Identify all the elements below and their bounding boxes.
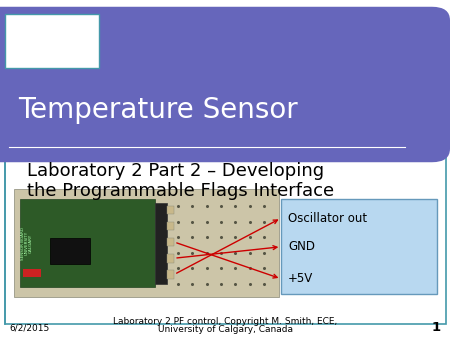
Bar: [22, 269, 40, 277]
Text: the Programmable Flags Interface: the Programmable Flags Interface: [27, 182, 334, 200]
Text: 6/2/2015: 6/2/2015: [9, 323, 49, 332]
Text: +5V: +5V: [288, 272, 313, 285]
Text: Temperature Sensor: Temperature Sensor: [18, 96, 298, 124]
FancyBboxPatch shape: [0, 7, 450, 162]
Bar: [50, 238, 90, 264]
Bar: [167, 254, 174, 263]
Bar: [155, 203, 166, 284]
Text: University of Calgary, Canada: University of Calgary, Canada: [158, 325, 292, 334]
Bar: [167, 222, 174, 230]
Bar: [14, 189, 279, 297]
Text: Laboratory 2 PF control, Copyright M. Smith, ECE,: Laboratory 2 PF control, Copyright M. Sm…: [113, 317, 337, 325]
Bar: [20, 199, 155, 287]
Text: Laboratory 2 Part 2 – Developing: Laboratory 2 Part 2 – Developing: [27, 162, 324, 180]
Text: 1: 1: [432, 321, 441, 334]
Text: CALGARY: CALGARY: [29, 234, 32, 253]
Text: GND: GND: [288, 240, 315, 253]
Bar: [167, 270, 174, 279]
Bar: [4, 14, 99, 68]
Bar: [167, 206, 174, 214]
Bar: [167, 238, 174, 246]
Text: SENSOR BOARD: SENSOR BOARD: [22, 227, 25, 260]
Text: Oscillator out: Oscillator out: [288, 212, 367, 224]
Bar: [281, 199, 436, 294]
Text: UNIVERSITY: UNIVERSITY: [25, 231, 29, 256]
